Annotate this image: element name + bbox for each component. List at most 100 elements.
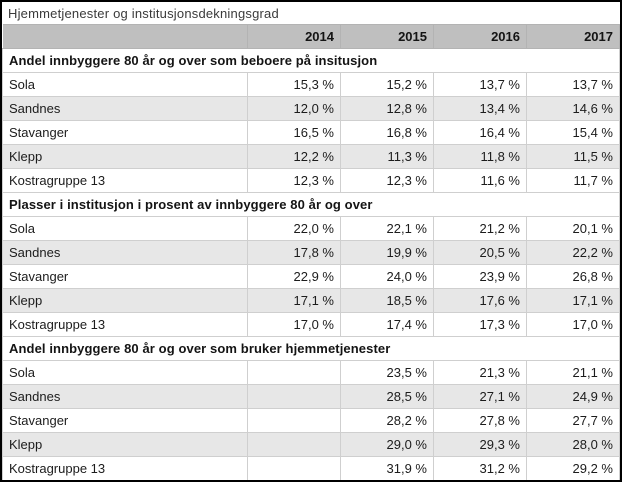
value-cell: 11,6 % — [433, 168, 527, 193]
section-header: Plasser i institusjon i prosent av innby… — [2, 192, 620, 217]
value-cell: 28,2 % — [340, 408, 434, 433]
value-cell: 20,5 % — [433, 240, 527, 265]
value-cell: 29,3 % — [433, 432, 527, 457]
table-row: Sola 15,3 % 15,2 % 13,7 % 13,7 % — [2, 72, 620, 97]
table-row: Sandnes 17,8 % 19,9 % 20,5 % 22,2 % — [2, 240, 620, 265]
value-cell: 31,9 % — [340, 456, 434, 480]
value-cell: 17,0 % — [526, 312, 620, 337]
value-cell: 20,1 % — [526, 216, 620, 241]
table-row: Klepp 12,2 % 11,3 % 11,8 % 11,5 % — [2, 144, 620, 169]
row-label: Sola — [2, 216, 248, 241]
value-cell: 21,1 % — [526, 360, 620, 385]
value-cell — [247, 432, 341, 457]
value-cell: 29,0 % — [340, 432, 434, 457]
row-label: Klepp — [2, 432, 248, 457]
table-row: Klepp 17,1 % 18,5 % 17,6 % 17,1 % — [2, 288, 620, 313]
value-cell: 13,7 % — [526, 72, 620, 97]
section-header: Andel innbyggere 80 år og over som beboe… — [2, 48, 620, 73]
table-row: Kostragruppe 13 12,3 % 12,3 % 11,6 % 11,7 % — [2, 168, 620, 193]
value-cell: 27,1 % — [433, 384, 527, 409]
row-label: Sandnes — [2, 384, 248, 409]
row-label: Stavanger — [2, 408, 248, 433]
value-cell — [247, 384, 341, 409]
year-header-2016: 2016 — [433, 24, 527, 49]
value-cell: 12,2 % — [247, 144, 341, 169]
table-body: Andel innbyggere 80 år og over som beboe… — [2, 48, 620, 480]
value-cell: 23,9 % — [433, 264, 527, 289]
value-cell: 28,0 % — [526, 432, 620, 457]
value-cell: 27,8 % — [433, 408, 527, 433]
value-cell: 22,2 % — [526, 240, 620, 265]
row-label: Stavanger — [2, 120, 248, 145]
value-cell — [247, 360, 341, 385]
value-cell: 31,2 % — [433, 456, 527, 480]
row-label: Klepp — [2, 288, 248, 313]
year-header-2017: 2017 — [526, 24, 620, 49]
value-cell: 11,7 % — [526, 168, 620, 193]
year-header-2014: 2014 — [247, 24, 341, 49]
table-row: Kostragruppe 13 17,0 % 17,4 % 17,3 % 17,0 % — [2, 312, 620, 337]
value-cell: 11,3 % — [340, 144, 434, 169]
section-header-row: Andel innbyggere 80 år og over som bruke… — [2, 336, 620, 361]
row-label: Sola — [2, 360, 248, 385]
value-cell: 19,9 % — [340, 240, 434, 265]
value-cell: 23,5 % — [340, 360, 434, 385]
value-cell: 17,3 % — [433, 312, 527, 337]
value-cell: 12,3 % — [247, 168, 341, 193]
value-cell: 16,5 % — [247, 120, 341, 145]
value-cell: 21,3 % — [433, 360, 527, 385]
value-cell: 12,8 % — [340, 96, 434, 121]
row-label: Sola — [2, 72, 248, 97]
value-cell: 17,1 % — [526, 288, 620, 313]
value-cell: 17,8 % — [247, 240, 341, 265]
value-cell: 11,5 % — [526, 144, 620, 169]
value-cell: 29,2 % — [526, 456, 620, 480]
data-table: 2014 2015 2016 2017 Andel innbyggere 80 … — [2, 24, 620, 480]
value-cell — [247, 456, 341, 480]
corner-cell — [2, 24, 248, 49]
table-row: Sola 23,5 % 21,3 % 21,1 % — [2, 360, 620, 385]
table-row: Stavanger 16,5 % 16,8 % 16,4 % 15,4 % — [2, 120, 620, 145]
value-cell: 15,3 % — [247, 72, 341, 97]
table-row: Sandnes 28,5 % 27,1 % 24,9 % — [2, 384, 620, 409]
value-cell: 16,4 % — [433, 120, 527, 145]
section-header-row: Plasser i institusjon i prosent av innby… — [2, 192, 620, 217]
row-label: Kostragruppe 13 — [2, 168, 248, 193]
value-cell: 17,1 % — [247, 288, 341, 313]
table-row: Stavanger 28,2 % 27,8 % 27,7 % — [2, 408, 620, 433]
year-header-row: 2014 2015 2016 2017 — [2, 24, 620, 49]
value-cell: 27,7 % — [526, 408, 620, 433]
table-row: Sola 22,0 % 22,1 % 21,2 % 20,1 % — [2, 216, 620, 241]
row-label: Sandnes — [2, 96, 248, 121]
value-cell: 17,4 % — [340, 312, 434, 337]
row-label: Klepp — [2, 144, 248, 169]
value-cell: 15,4 % — [526, 120, 620, 145]
value-cell: 24,9 % — [526, 384, 620, 409]
table-row: Stavanger 22,9 % 24,0 % 23,9 % 26,8 % — [2, 264, 620, 289]
value-cell: 12,3 % — [340, 168, 434, 193]
value-cell: 11,8 % — [433, 144, 527, 169]
value-cell: 22,9 % — [247, 264, 341, 289]
table-row: Sandnes 12,0 % 12,8 % 13,4 % 14,6 % — [2, 96, 620, 121]
row-label: Stavanger — [2, 264, 248, 289]
value-cell: 28,5 % — [340, 384, 434, 409]
value-cell: 18,5 % — [340, 288, 434, 313]
value-cell: 17,6 % — [433, 288, 527, 313]
row-label: Kostragruppe 13 — [2, 456, 248, 480]
row-label: Sandnes — [2, 240, 248, 265]
value-cell: 17,0 % — [247, 312, 341, 337]
year-header-2015: 2015 — [340, 24, 434, 49]
section-header: Andel innbyggere 80 år og over som bruke… — [2, 336, 620, 361]
value-cell: 14,6 % — [526, 96, 620, 121]
value-cell: 16,8 % — [340, 120, 434, 145]
value-cell: 21,2 % — [433, 216, 527, 241]
value-cell: 24,0 % — [340, 264, 434, 289]
section-header-row: Andel innbyggere 80 år og over som beboe… — [2, 48, 620, 73]
table-row: Klepp 29,0 % 29,3 % 28,0 % — [2, 432, 620, 457]
page-title: Hjemmetjenester og institusjonsdekningsg… — [8, 6, 279, 21]
value-cell: 22,1 % — [340, 216, 434, 241]
value-cell: 26,8 % — [526, 264, 620, 289]
value-cell: 15,2 % — [340, 72, 434, 97]
value-cell: 13,4 % — [433, 96, 527, 121]
